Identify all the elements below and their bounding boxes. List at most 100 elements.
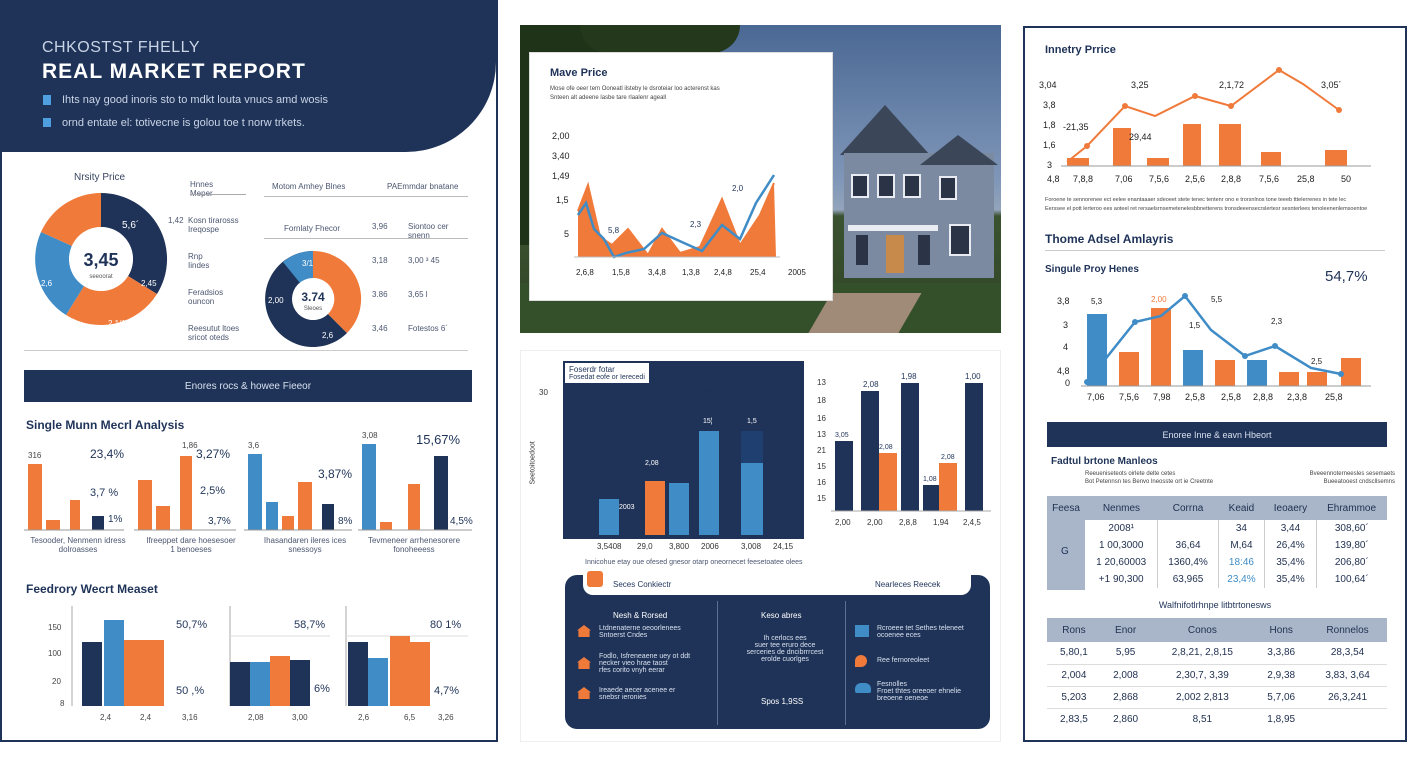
bar <box>939 463 957 511</box>
bar <box>669 483 689 535</box>
x-tick: 7,5,6 <box>1149 174 1169 184</box>
bar-4-top: 3,08 <box>362 432 378 440</box>
bar-1-mid: 3,7 % <box>90 487 118 499</box>
right-top-title: Innetry Prrice <box>1045 44 1116 56</box>
legend-item: Rnp Iindes <box>188 252 210 270</box>
y-tick: 100 <box>48 649 62 658</box>
page-title: REAL MARKET REPORT <box>42 60 306 83</box>
right-top-chart: 3,04 3,8 1,8 1,6 3 -21,35 3,25 29,44 2,1… <box>1039 67 1371 184</box>
bar <box>879 453 897 511</box>
x-tick: 3,00 <box>292 713 308 722</box>
bar-1-top: 316 <box>28 451 42 460</box>
col1-item: Ltdnenaterne oeoorlenees Sntoerst Cndes <box>599 625 681 639</box>
top-label: 1,5 <box>1189 321 1201 330</box>
donut-2-title-right: PAEmmdar bnatane <box>387 182 459 191</box>
donut-1-title: Nrsity Price <box>74 172 126 183</box>
bar <box>348 642 368 706</box>
y-tick: 1,49 <box>552 171 570 181</box>
x-tick: 25,8 <box>1297 174 1315 184</box>
annot: 2003 <box>619 504 635 511</box>
data-label: -21,35 <box>1063 122 1089 132</box>
x-tick: 25,4 <box>750 268 766 277</box>
table-row: 5,80,1 5,95 2,8,21, 2,8,15 3,3,86 28,3,5… <box>1047 642 1387 664</box>
y-tick: 0 <box>541 526 546 535</box>
bar <box>290 660 310 706</box>
donut-1-legend-head: Hnnes Meper <box>190 180 214 198</box>
y-tick: 5 <box>541 516 546 525</box>
x-tick: 2,5,6 <box>1185 174 1205 184</box>
list-item: 3.86 3,65 l <box>372 290 428 299</box>
bar-3-small: 8% <box>338 516 353 527</box>
donut-1-slice-navy <box>101 192 168 294</box>
col1-item: Fodlo, Isfreneaene uey ot ddt necker vie… <box>599 653 691 674</box>
x-tick: 2005 <box>788 268 806 277</box>
bar <box>282 516 294 530</box>
bar-2-caption: Ifreeppet dare hoesesoer 1 benoeses <box>146 536 236 554</box>
move-price-card: Mave Price Mose ofe oeer tem Ooneatl ils… <box>529 52 833 301</box>
y-tick: 4 <box>1063 342 1068 352</box>
top-label: 2,00 <box>1151 295 1167 304</box>
bar <box>861 391 879 511</box>
x-tick: 1,5,8 <box>612 268 630 277</box>
bottom-3-pct-top: 80 1% <box>430 619 461 631</box>
y-tick: 15 <box>539 492 548 501</box>
y-tick: 16 <box>817 478 826 487</box>
y-tick: 1,6 <box>1043 140 1056 150</box>
annot: 2,0 <box>732 184 744 193</box>
x-tick: 7,06 <box>1115 174 1133 184</box>
data-label: 3,05´ <box>1321 80 1342 90</box>
bar <box>250 662 270 706</box>
list-item: 3,96 Siontoo cer snenn <box>372 222 449 240</box>
donut-2-center-value: 3.74 <box>301 290 325 304</box>
bottom-3-pct-bot: 4,7% <box>434 685 459 697</box>
bottom-1-pct-bot: 50 ,% <box>176 685 204 697</box>
col2-foot: Spos 1,9SS <box>761 697 804 706</box>
trend-line <box>1086 294 1342 383</box>
donut-1-label-right: 2,45 <box>141 279 157 288</box>
bar <box>1119 352 1139 386</box>
bar <box>362 444 376 530</box>
annot: 2,08 <box>645 460 659 467</box>
bar-chart-3: 3,6 3,87% 8% <box>244 441 353 531</box>
bottom-chart-3: 80 1% 4,7% 2,6 6,5 3,26 <box>345 606 468 722</box>
donut-2-label-left: 2,00 <box>268 296 284 305</box>
bar <box>408 484 420 530</box>
x-tick: 3,26 <box>438 713 454 722</box>
bar <box>1087 314 1107 386</box>
donut-2-slice-navy <box>265 251 347 347</box>
bar <box>230 662 250 706</box>
bar <box>1183 124 1201 166</box>
bottom-table-title: Walfnifotlrhnpe litbtrtonesws <box>1158 600 1272 610</box>
bar-2-mid: 2,5% <box>200 485 225 497</box>
services-header-right: Nearleces Reecek <box>875 580 941 589</box>
donut-1-label-left: 2,6 <box>41 279 53 288</box>
top-label: 1,98 <box>901 372 917 381</box>
donut-1-center-sub: seeoorat <box>89 274 113 280</box>
x-tick: 2,6,8 <box>576 268 594 277</box>
y-tick: 0 <box>1065 378 1070 388</box>
analysis-title: Thome Adsel Amlayris <box>1045 232 1174 246</box>
donut-2-chart: 3.74 Sleoes 3/1 2,00 2,6 <box>265 250 362 347</box>
bar <box>144 640 164 706</box>
bar <box>28 464 42 530</box>
right-banner: Enoree Inne & eavn Hbeort <box>1047 422 1387 447</box>
bottom-table-wrap: Rons Enor Conos Hons Ronnelos 5,80,1 5,9… <box>1047 618 1387 730</box>
x-tick: 3,5408 <box>597 542 622 551</box>
bar <box>390 636 410 706</box>
bar <box>1067 158 1089 166</box>
header-line-2: ornd entate el: totivecne is golou toe t… <box>62 117 305 129</box>
col3-item: Rcroeee tet Sethes teleneet ocoenee eces <box>877 625 964 639</box>
bar <box>1261 152 1281 166</box>
factual-first-col-g: G <box>1061 546 1069 557</box>
services-header-bar <box>583 575 971 595</box>
annot: 1,5 <box>747 418 757 425</box>
top-label: 1,08 <box>923 476 937 483</box>
top-label: 1,00 <box>965 372 981 381</box>
donut-2-rows: 3,96 Siontoo cer snenn 3,18 3,00 ³ 45 3.… <box>372 222 468 354</box>
donut-1-label-top: 5,6´ <box>122 219 139 231</box>
table-row: 5,203 2,868 2,002 2,813 5,7,06 26,3,241 <box>1047 686 1387 708</box>
mid-chart-legend: Foserdr fotar Fosedat eofe or Ierecedi <box>565 363 649 383</box>
analysis-sub: Singule Proy Henes <box>1045 264 1139 275</box>
y-tick: 21 <box>817 446 826 455</box>
bar <box>138 480 152 530</box>
